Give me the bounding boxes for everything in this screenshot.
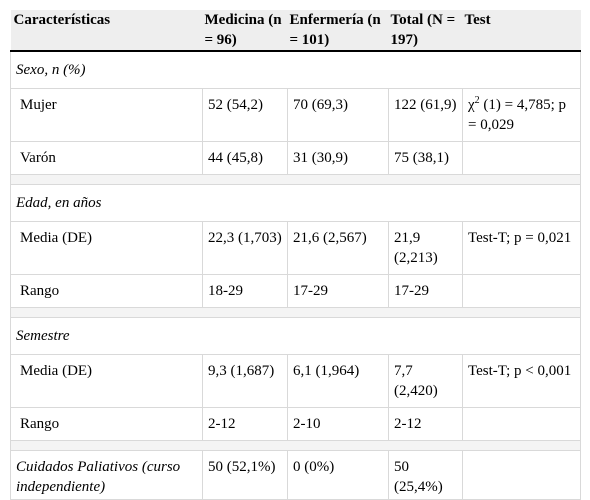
header-enfermeria: Enfermería (n = 101) [287,10,389,52]
table-row: Rango 2-12 2-10 2-12 [10,407,581,441]
cell-medicina: 52 (54,2) [202,88,288,142]
section-title-edad: Edad, en años [10,184,581,222]
section-title-semestre: Semestre [10,317,581,355]
cell-medicina: 50 (52,1%) [202,450,288,500]
cell-total: 17-29 [388,274,463,308]
row-label: Mujer [10,88,203,142]
cell-total: 75 (38,1) [388,141,463,175]
table-row: Media (DE) 9,3 (1,687) 6,1 (1,964) 7,7 (… [10,354,581,408]
section-row-semestre: Semestre [10,317,581,355]
cell-enfermeria: 6,1 (1,964) [287,354,389,408]
cell-test: Test-T; p < 0,001 [462,354,581,408]
header-caracteristicas: Características [10,10,203,52]
cell-total: 7,7 (2,420) [388,354,463,408]
cell-enfermeria: 21,6 (2,567) [287,221,389,275]
cell-test: Test-T; p = 0,021 [462,221,581,275]
spacer-cell [10,440,581,451]
table-row: Media (DE) 22,3 (1,703) 21,6 (2,567) 21,… [10,221,581,275]
header-total: Total (N = 197) [388,10,463,52]
cell-test [462,274,581,308]
row-label: Rango [10,407,203,441]
row-label: Media (DE) [10,354,203,408]
cell-total: 50 (25,4%) [388,450,463,500]
cell-enfermeria: 17-29 [287,274,389,308]
section-row-sexo: Sexo, n (%) [10,50,581,89]
row-label: Media (DE) [10,221,203,275]
cell-test [462,450,581,500]
header-row: Características Medicina (n = 96) Enferm… [10,10,581,52]
cell-enfermeria: 2-10 [287,407,389,441]
spacer-row [10,174,581,185]
cell-enfermeria: 0 (0%) [287,450,389,500]
cell-total: 2-12 [388,407,463,441]
table-row-cuidados: Cuidados Paliativos (curso independiente… [10,450,581,500]
table-row: Varón 44 (45,8) 31 (30,9) 75 (38,1) [10,141,581,175]
cell-test: χ2 (1) = 4,785; p = 0,029 [462,88,581,142]
row-label-cuidados: Cuidados Paliativos (curso independiente… [10,450,203,500]
cell-medicina: 9,3 (1,687) [202,354,288,408]
cell-medicina: 18-29 [202,274,288,308]
cell-enfermeria: 70 (69,3) [287,88,389,142]
cell-medicina: 2-12 [202,407,288,441]
cell-total: 21,9 (2,213) [388,221,463,275]
cell-total: 122 (61,9) [388,88,463,142]
spacer-row [10,440,581,451]
spacer-cell [10,307,581,318]
section-row-edad: Edad, en años [10,184,581,222]
table-row: Mujer 52 (54,2) 70 (69,3) 122 (61,9) χ2 … [10,88,581,142]
cell-medicina: 22,3 (1,703) [202,221,288,275]
spacer-cell [10,174,581,185]
chi-superscript: 2 [474,95,480,106]
cell-test [462,141,581,175]
spacer-row [10,307,581,318]
header-test: Test [462,10,581,52]
section-title-sexo: Sexo, n (%) [10,50,581,89]
cell-medicina: 44 (45,8) [202,141,288,175]
cell-enfermeria: 31 (30,9) [287,141,389,175]
chi-result: (1) = 4,785; p = 0,029 [468,97,567,133]
table-row: Rango 18-29 17-29 17-29 [10,274,581,308]
row-label: Rango [10,274,203,308]
header-medicina: Medicina (n = 96) [202,10,288,52]
characteristics-table: Características Medicina (n = 96) Enferm… [10,10,581,500]
row-label: Varón [10,141,203,175]
cell-test [462,407,581,441]
chi-symbol: χ [468,97,475,113]
